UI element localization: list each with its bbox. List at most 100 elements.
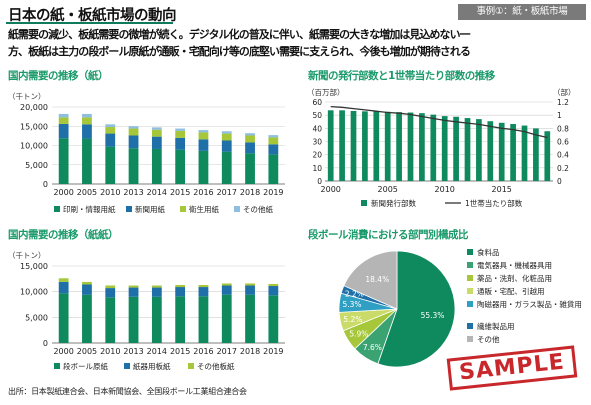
circulation-bar — [362, 111, 368, 181]
circulation-bar — [396, 112, 402, 181]
y-tick-label: 20,000 — [20, 103, 48, 112]
y-tick-label: 10,000 — [20, 142, 48, 151]
x-tick-label: 2015 — [492, 185, 512, 194]
cardboard-share-chart: 55.3% 7.6% 5.9% 5.2% 5.3%2.2%18.4% 食料品電気器具・機械… — [338, 247, 582, 368]
x-tick-label: 2016 — [193, 347, 213, 356]
bar-segment-1 — [58, 293, 69, 343]
bar-segment-2 — [221, 285, 232, 295]
board-demand-chart: （千トン） 0 5,000 10,000 15,000 2000 2005 2010 2013 2… — [8, 250, 285, 371]
pie-data-label: 5.3% — [342, 300, 361, 309]
circulation-bar — [544, 131, 551, 181]
circulation-bar — [487, 121, 494, 181]
x-tick-label: 2015 — [170, 347, 190, 356]
x-tick-label: 2005 — [378, 185, 398, 194]
y-tick-label: 5,000 — [25, 161, 48, 170]
legend-swatch — [54, 363, 60, 369]
bar-segment-3 — [82, 117, 92, 125]
bar-segment-3 — [82, 281, 92, 285]
bar-segment-1 — [175, 296, 186, 343]
bar-segment-4 — [268, 135, 279, 138]
bar-segment-3 — [151, 129, 162, 137]
right-tick-label: 0 — [557, 177, 562, 186]
x-tick-label: 2017 — [217, 188, 237, 197]
bar-segment-3 — [151, 285, 162, 288]
y-tick-label: 5,000 — [25, 313, 48, 322]
legend-label: その他板紙 — [197, 361, 235, 371]
pie-data-label: 5.2% — [343, 315, 362, 324]
bar-segment-1 — [198, 150, 209, 184]
circulation-bar — [419, 113, 425, 181]
bar-segment-4 — [151, 127, 162, 130]
board-chart-title: 国内需要の推移（紙紙） — [8, 229, 119, 241]
bar-segment-3 — [105, 285, 116, 289]
circulation-bar — [384, 111, 391, 181]
legend-label: 印刷・情報用紙 — [63, 204, 116, 214]
page-title: 日本の紙・板紙市場の動向 — [8, 8, 177, 24]
bar-segment-2 — [105, 133, 116, 147]
newspaper-chart-title: 新聞の発行部数と1世帯当たり部数の推移 — [308, 70, 495, 82]
x-tick-label: 2000 — [53, 347, 73, 356]
x-tick-label: 2019 — [263, 188, 283, 197]
bar-segment-3 — [105, 127, 116, 134]
legend-swatch — [188, 363, 194, 369]
bar-segment-2 — [268, 286, 279, 296]
bar-segment-1 — [268, 154, 279, 184]
x-tick-label: 2014 — [147, 347, 167, 356]
pie-slice — [343, 250, 398, 310]
bar-segment-2 — [175, 137, 186, 150]
left-tick-label: 30 — [312, 138, 322, 147]
bar-segment-2 — [198, 139, 209, 151]
circulation-bar — [498, 122, 505, 181]
bar-segment-2 — [221, 140, 232, 152]
right-tick-label: 0.8 — [557, 124, 569, 133]
x-tick-label: 2010 — [100, 347, 120, 356]
lead-text: 紙需要の減少、板紙需要の微増が続く。デジタル化の普及に伴い、紙需要の大きな増加は… — [8, 26, 588, 60]
circulation-bar — [339, 110, 345, 181]
legend-label: 陶磁器用・ガラス製品・雑貨用 — [477, 299, 582, 309]
legend-label: 1世帯当たり部数 — [465, 198, 523, 208]
right-tick-label: 0.6 — [557, 138, 569, 147]
bar-segment-1 — [198, 296, 209, 343]
x-tick-label: 2017 — [217, 347, 237, 356]
y-tick-label: 10,000 — [20, 288, 48, 297]
newspaper-circulation-chart: （百万部） （部） 0 10 20 30 40 50 60 0 0.2 0.4 0.6 0.8 1 1.2 20… — [307, 87, 576, 208]
bar-segment-1 — [268, 295, 279, 343]
bar-segment-2 — [128, 287, 139, 297]
x-tick-label: 2010 — [100, 188, 120, 197]
bar-segment-3 — [268, 283, 279, 287]
right-tick-label: 1 — [557, 111, 562, 120]
circulation-bar — [533, 128, 539, 181]
bar-segment-1 — [82, 138, 92, 184]
lead-line-1: 紙需要の減少、板紙需要の微増が続く。デジタル化の普及に伴い、紙需要の大きな増加は… — [8, 28, 471, 41]
bar-segment-2 — [175, 287, 186, 297]
pie-data-label: 55.3% — [421, 311, 445, 320]
right-tick-label: 0.4 — [557, 151, 569, 160]
bar-segment-1 — [175, 149, 186, 184]
right-tick-label: 1.2 — [557, 98, 569, 107]
bar-segment-3 — [128, 128, 139, 136]
bar-segment-4 — [198, 130, 209, 133]
legend-swatch — [467, 275, 473, 281]
x-tick-label: 2018 — [240, 188, 260, 197]
x-tick-label: 2013 — [123, 188, 143, 197]
left-tick-label: 20 — [312, 151, 322, 160]
bar-segment-2 — [151, 136, 162, 149]
x-tick-label: 2019 — [263, 347, 283, 356]
circulation-bar — [350, 110, 357, 181]
y-tick-label: 15,000 — [20, 122, 48, 131]
bar-segment-2 — [58, 281, 69, 294]
legend-label: 薬品・洗剤、化粧品用 — [477, 273, 552, 283]
circulation-bar — [453, 116, 459, 181]
y-tick-label: 0 — [43, 339, 48, 348]
bar-segment-1 — [58, 138, 69, 184]
x-tick-label: 2005 — [77, 188, 97, 197]
lead-line-2: 方、板紙は主力の段ボール原紙が通販・宅配向け等の底堅い需要に支えられ、今後も増加… — [8, 45, 471, 58]
circulation-bar — [464, 118, 471, 181]
bar-segment-4 — [175, 128, 186, 131]
circulation-bar — [441, 116, 448, 181]
bar-segment-2 — [151, 287, 162, 297]
bar-segment-2 — [82, 124, 92, 139]
x-tick-label: 2000 — [53, 188, 73, 197]
source-note: 出所：日本製紙連合会、日本新聞協会、全国段ボール工業組合連合会 — [8, 387, 247, 396]
